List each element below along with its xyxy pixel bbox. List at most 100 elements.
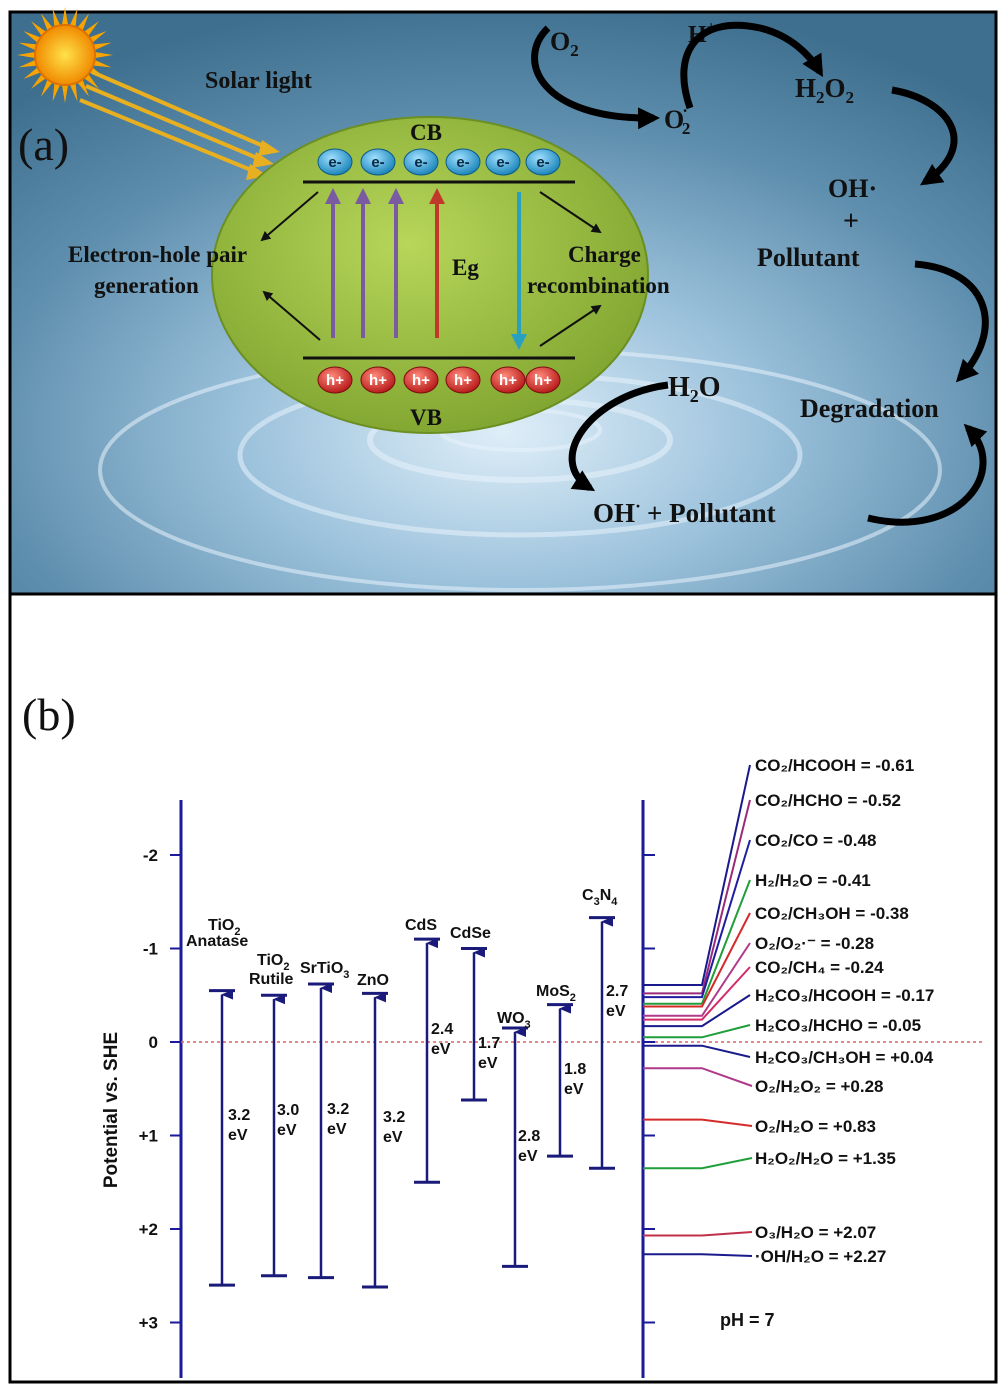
electron: e- — [317, 148, 353, 176]
panel-b-border — [8, 592, 998, 1384]
panel-a-label: (a) — [18, 119, 69, 170]
svg-text:e-: e- — [456, 154, 469, 171]
semiconductor-label: MoS2 — [536, 983, 576, 1004]
band-gap-value: 3.2 — [228, 1107, 250, 1124]
svg-text:e-: e- — [328, 154, 341, 171]
electron: e- — [445, 148, 481, 176]
band-gap-value: 1.8 — [564, 1061, 586, 1078]
generation-label: generation — [94, 273, 199, 298]
band-gap-value: 2.4 — [431, 1021, 453, 1038]
semiconductor-label: SrTiO3 — [300, 960, 349, 981]
tick-label: -2 — [143, 846, 158, 865]
svg-text:h+: h+ — [412, 372, 430, 389]
band-gap-unit: eV — [228, 1127, 248, 1144]
charge-label: Charge — [568, 242, 641, 267]
electrons: e- e- e- e- e- e- — [317, 148, 561, 176]
recombination-label: recombination — [527, 273, 670, 298]
redox-couple-label: CO₂/CH₃OH = -0.38 — [755, 904, 909, 923]
semiconductor-label: CdSe — [450, 925, 491, 942]
redox-line — [643, 1024, 751, 1039]
hole: h+ — [403, 366, 439, 394]
redox-couple-label: O₂/H₂O = +0.83 — [755, 1117, 876, 1136]
o2-label: O2 — [550, 27, 579, 60]
svg-text:e-: e- — [371, 154, 384, 171]
h2o-label: H2O — [668, 372, 721, 406]
semiconductor-label: TiO2 — [257, 952, 290, 973]
semiconductor-label: CdS — [405, 917, 437, 934]
tick-label: +1 — [139, 1127, 158, 1146]
redox-couple-label: H₂CO₃/HCHO = -0.05 — [755, 1016, 921, 1035]
svg-text:e-: e- — [536, 154, 549, 171]
oh-pollutant-to-degradation-arrow — [867, 423, 988, 526]
hole: h+ — [490, 366, 526, 394]
semiconductor-label: C3N4 — [582, 887, 618, 908]
redox-line — [643, 994, 751, 1028]
panel-b: (b) Potential vs. SHE pH = 7 -2 -1 0 +1 +2 +3… — [8, 592, 998, 1384]
svg-text:e-: e- — [414, 154, 427, 171]
tick-label: -1 — [143, 940, 158, 959]
eg-label: Eg — [452, 255, 479, 280]
redox-couple-label: O₂/H₂O₂ = +0.28 — [755, 1077, 884, 1096]
band-gap-value: 3.2 — [327, 1101, 349, 1118]
band-gap-value: 1.7 — [478, 1035, 500, 1052]
excitation-arrow-heads — [325, 188, 527, 350]
superoxide-to-h2o2-arrow — [680, 21, 824, 110]
o2-to-superoxide-arrow — [531, 25, 660, 130]
band-gap-value: 3.0 — [277, 1102, 299, 1119]
svg-text:h+: h+ — [326, 372, 344, 389]
reaction-arrows — [531, 21, 989, 526]
redox-couple-label: CO₂/HCHO = -0.52 — [755, 791, 901, 810]
svg-text:h+: h+ — [454, 372, 472, 389]
redox-line — [643, 1253, 753, 1257]
redox-line — [643, 1231, 753, 1237]
band-gap-unit: eV — [277, 1122, 297, 1139]
electron: e- — [360, 148, 396, 176]
band-gap-unit: eV — [564, 1081, 584, 1098]
electron-hole-pair-label: Electron-hole pair — [68, 242, 247, 267]
tick-label: 0 — [149, 1033, 158, 1052]
redox-line — [643, 942, 751, 1017]
hole: h+ — [445, 366, 481, 394]
h2o-to-oh-arrow — [568, 381, 669, 492]
semiconductor-phase-label: Rutile — [249, 971, 294, 988]
redox-couple-label: CO₂/CH₄ = -0.24 — [755, 958, 884, 977]
band-edge-chart: -2-10+1+2+3TiO2Anatase3.2eVTiO2Rutile3.0… — [139, 756, 985, 1378]
band-gap-value: 2.8 — [518, 1128, 540, 1145]
svg-text:e-: e- — [496, 154, 509, 171]
panel-b-label: (b) — [22, 689, 76, 740]
ph-label: pH = 7 — [720, 1310, 775, 1330]
semiconductor-phase-label: Anatase — [186, 933, 248, 950]
semiconductor-label: TiO2 — [208, 917, 241, 938]
pollutant-label: Pollutant — [757, 243, 860, 272]
band-gap-value: 2.7 — [606, 983, 628, 1000]
band-gap-unit: eV — [478, 1055, 498, 1072]
vb-label: VB — [410, 405, 442, 430]
band-gap-unit: eV — [327, 1121, 347, 1138]
redox-line — [643, 839, 751, 999]
reaction-labels: O2 H+ O· 2 H2O2 OH· + Pollutant Degradati… — [550, 19, 939, 528]
superoxide-label: O· 2 — [664, 101, 690, 138]
sun-icon — [17, 7, 113, 103]
band-gap-value: 3.2 — [383, 1109, 405, 1126]
redox-couple-label: H₂CO₃/HCOOH = -0.17 — [755, 986, 934, 1005]
band-gap-unit: eV — [518, 1148, 538, 1165]
plus-label: + — [843, 206, 859, 237]
band-gap-unit: eV — [606, 1003, 626, 1020]
degradation-label: Degradation — [800, 394, 939, 423]
electron: e- — [403, 148, 439, 176]
semiconductor-label: ZnO — [357, 972, 389, 989]
hole: h+ — [360, 366, 396, 394]
redox-line — [643, 764, 751, 986]
band-gap-unit: eV — [431, 1041, 451, 1058]
electron: e- — [485, 148, 521, 176]
tick-label: +2 — [139, 1220, 158, 1239]
redox-couple-label: CO₂/CO = -0.48 — [755, 831, 876, 850]
y-axis-title: Potential vs. SHE — [101, 1032, 122, 1188]
solar-rays — [79, 70, 269, 174]
redox-couple-label: O₂/O₂·⁻ = -0.28 — [755, 934, 874, 953]
svg-text:h+: h+ — [534, 372, 552, 389]
solar-light-label: Solar light — [205, 68, 312, 94]
redox-line — [643, 799, 751, 995]
holes: h+ h+ h+ h+ h+ h+ — [317, 366, 561, 394]
